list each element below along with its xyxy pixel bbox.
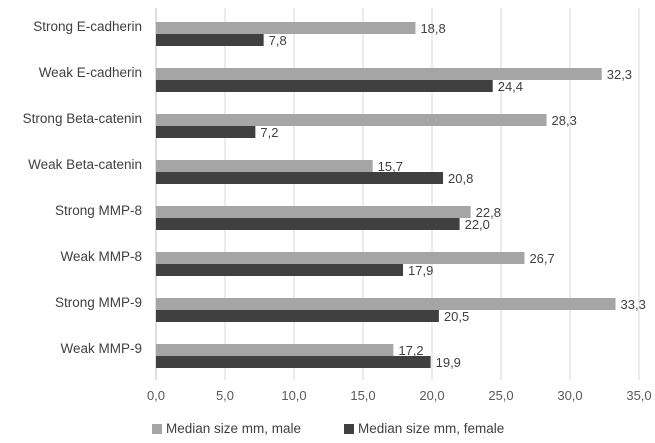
bar-female	[156, 218, 460, 230]
bar-male	[156, 344, 394, 356]
category-label: Strong Beta-catenin	[23, 111, 142, 126]
bar-male	[156, 206, 471, 218]
bar-male	[156, 160, 373, 172]
bar-male	[156, 298, 616, 310]
x-tick-label: 10,0	[281, 388, 306, 403]
x-tick-label: 30,0	[557, 388, 582, 403]
category-label: Weak MMP-8	[60, 249, 142, 264]
bar-male	[156, 22, 416, 34]
category-label: Strong MMP-8	[55, 203, 142, 218]
data-label: 22,8	[476, 205, 501, 220]
bar-female	[156, 80, 493, 92]
data-label: 28,3	[552, 113, 577, 128]
category-label: Weak Beta-catenin	[28, 157, 142, 172]
gridlines	[155, 8, 640, 380]
bar-female	[156, 172, 444, 184]
data-labels: 18,8 7,8 32,3 24,4 28,3 7,2 15,7 20,8 22,822,0 26…	[260, 21, 645, 370]
data-label: 20,5	[444, 309, 469, 324]
data-label: 20,8	[448, 171, 473, 186]
bars	[156, 22, 616, 368]
data-label: 17,2	[398, 343, 423, 358]
bar-female	[156, 310, 439, 322]
data-label: 19,9	[436, 355, 461, 370]
category-label: Strong E-cadherin	[33, 19, 142, 34]
category-labels: Strong E-cadherin Weak E-cadherin Strong B…	[23, 19, 142, 356]
data-label: 17,9	[408, 263, 433, 278]
data-label: 15,7	[378, 159, 403, 174]
bar-female	[156, 356, 431, 368]
x-tick-label: 0,0	[147, 388, 165, 403]
category-label: Strong MMP-9	[55, 295, 142, 310]
x-axis-ticks: 0,0 5,0 10,0 15,0 20,0 25,0 30,0 35,0	[147, 388, 652, 403]
legend-swatch-female	[344, 424, 354, 434]
x-tick-label: 25,0	[488, 388, 513, 403]
category-label: Weak MMP-9	[60, 341, 142, 356]
bar-male	[156, 252, 525, 264]
data-label: 33,3	[621, 297, 646, 312]
x-tick-label: 15,0	[350, 388, 375, 403]
category-label: Weak E-cadherin	[39, 65, 142, 80]
data-label: 24,4	[498, 79, 523, 94]
legend: Median size mm, male Median size mm, fem…	[152, 421, 504, 436]
x-tick-label: 20,0	[419, 388, 444, 403]
data-label: 22,0	[465, 217, 490, 232]
bar-female	[156, 126, 256, 138]
data-label: 7,8	[269, 33, 287, 48]
bar-female	[156, 264, 404, 276]
data-label: 18,8	[420, 21, 445, 36]
data-label: 32,3	[607, 67, 632, 82]
legend-label-male: Median size mm, male	[166, 421, 301, 436]
legend-label-female: Median size mm, female	[358, 421, 504, 436]
x-tick-label: 35,0	[626, 388, 651, 403]
bar-female	[156, 34, 264, 46]
legend-swatch-male	[152, 424, 162, 434]
bar-male	[156, 114, 547, 126]
data-label: 26,7	[529, 251, 554, 266]
x-tick-label: 5,0	[216, 388, 234, 403]
data-label: 7,2	[260, 125, 278, 140]
bar-male	[156, 68, 602, 80]
